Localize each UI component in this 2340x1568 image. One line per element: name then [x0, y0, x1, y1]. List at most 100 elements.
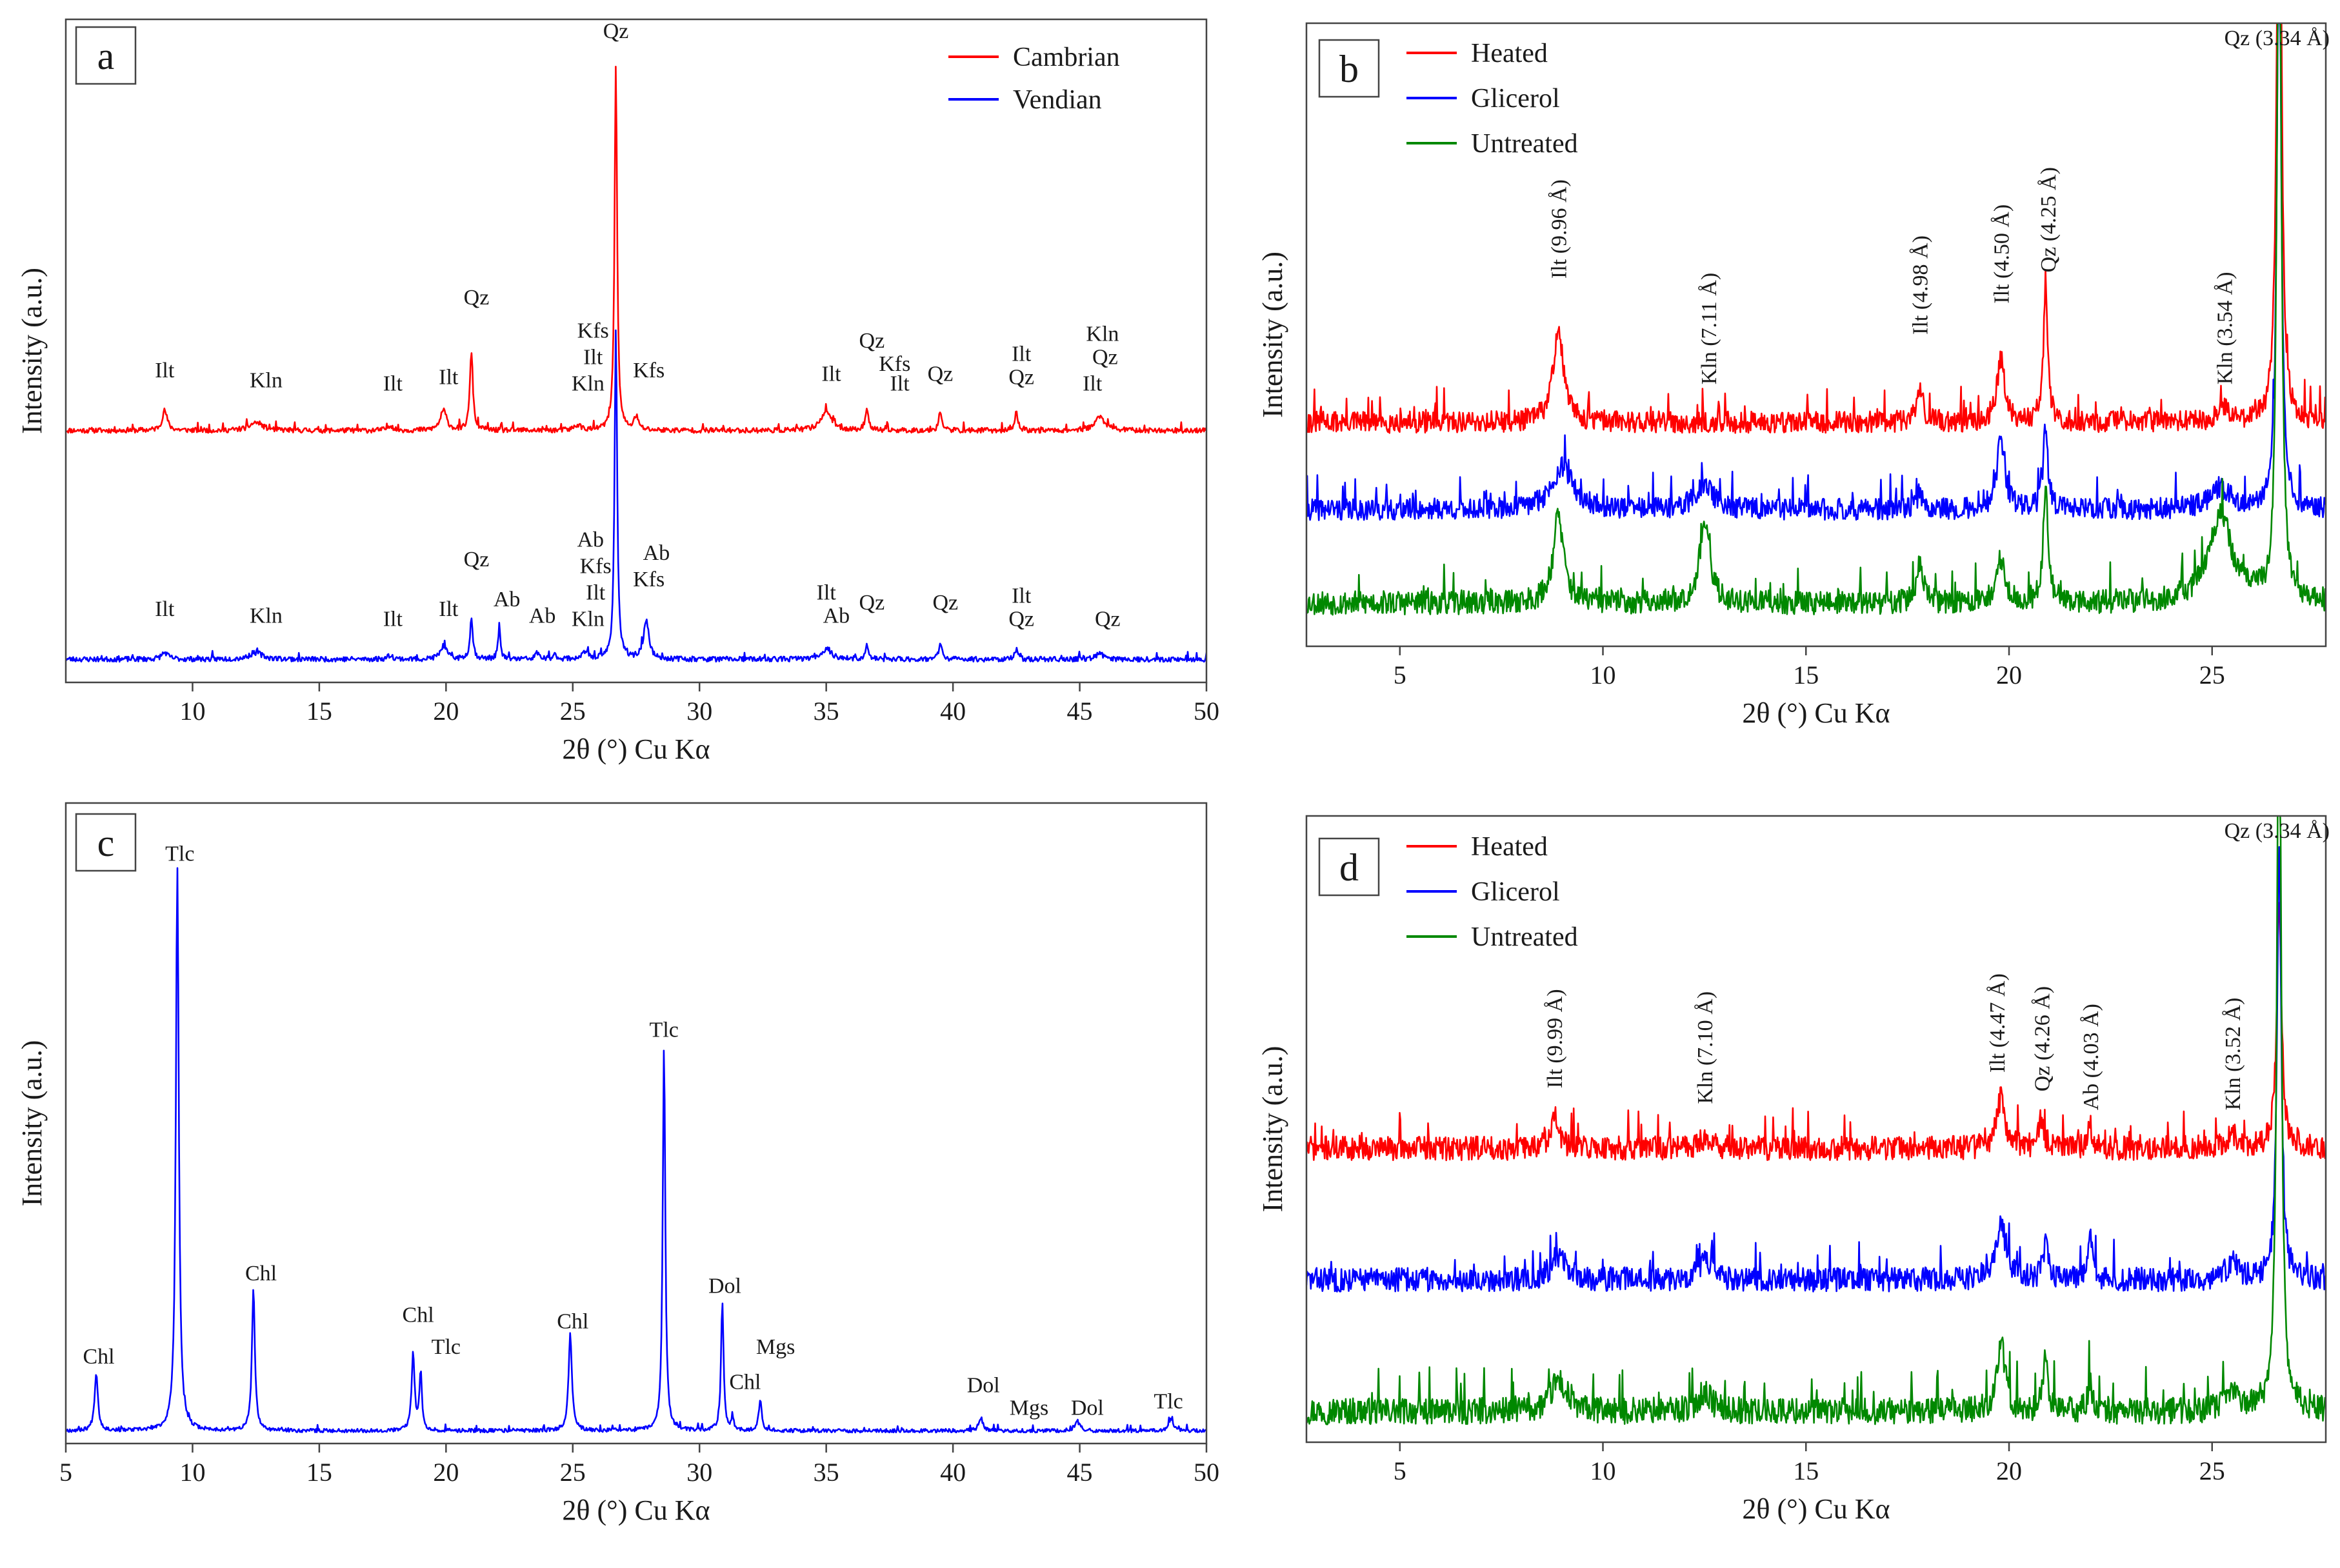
peak-label: Ilt (4.47 Å)	[1986, 973, 2010, 1073]
peak-annotation: Ilt	[890, 372, 910, 396]
peak-annotation: Qz	[464, 286, 490, 310]
peak-annotation: Dol	[1071, 1396, 1104, 1420]
peak-annotation: Qz	[1008, 608, 1034, 631]
x-tick-label-c: 45	[1067, 1458, 1093, 1487]
legend-label-untreated: Untreated	[1471, 922, 1578, 952]
peak-annotation: Tlc	[1154, 1389, 1183, 1413]
series-line-a-vendian	[66, 329, 1206, 663]
peak-annotation: Ilt	[383, 608, 403, 631]
legend-label-vendian: Vendian	[1013, 85, 1102, 115]
x-tick-label-a: 20	[433, 697, 459, 726]
x-tick-label-c: 40	[940, 1458, 966, 1487]
x-axis-label-c: 2θ (°) Cu Kα	[562, 1494, 710, 1526]
peak-label-top: Qz (3.34 Å)	[2225, 819, 2330, 843]
plot-frame-c	[65, 802, 1208, 1445]
x-tick-label-a: 40	[940, 697, 966, 726]
panel-label-d: d	[1339, 846, 1359, 889]
panel-label-b: b	[1339, 48, 1359, 90]
x-tick-label-b: 15	[1793, 660, 1819, 690]
peak-annotation: Kfs	[577, 319, 609, 342]
y-axis-label-a: Intensity (a.u.)	[16, 268, 48, 434]
x-tick-label-b: 5	[1394, 660, 1406, 690]
x-tick-label-d: 20	[1996, 1456, 2022, 1485]
x-tick-label-c: 10	[179, 1458, 205, 1487]
peak-label: Ab (4.03 Å)	[2079, 1004, 2103, 1110]
x-tick-label-c: 20	[433, 1458, 459, 1487]
series-line-b-glicerol	[1306, 23, 2326, 521]
x-tick-label-c: 5	[59, 1458, 72, 1487]
panel-label-c: c	[97, 822, 115, 864]
peak-annotation: Qz	[932, 591, 958, 615]
peak-annotation: Qz	[928, 362, 954, 386]
peak-label: Qz (4.25 Å)	[2037, 167, 2061, 272]
peak-label: Ilt (9.99 Å)	[1543, 989, 1567, 1088]
panel-label-box-a	[75, 26, 137, 85]
x-tick-label-c: 50	[1194, 1458, 1219, 1487]
peak-annotation: Ab	[577, 528, 604, 551]
series-line-d-untreated	[1306, 816, 2326, 1425]
panel-d: 5 10 15 20 25 2θ (°) Cu Kα Intensity (a.u.) d He…	[1257, 815, 2330, 1525]
peak-annotation: Ab	[494, 588, 521, 611]
y-axis-label-d: Intensity (a.u.)	[1257, 1046, 1288, 1213]
x-tick-label-d: 5	[1394, 1456, 1406, 1485]
x-tick-label-a: 45	[1067, 697, 1093, 726]
peak-annotation: Ilt	[586, 581, 606, 605]
series-group-c	[66, 867, 1206, 1434]
x-tick-label-a: 50	[1194, 697, 1219, 726]
peak-annotation: Qz	[1008, 365, 1034, 389]
series-line-c-0	[66, 867, 1206, 1434]
panel-label-a: a	[97, 35, 115, 77]
peak-annotation: Ilt	[1083, 372, 1103, 396]
peak-annotation: Ilt	[439, 597, 459, 621]
y-axis-label-b: Intensity (a.u.)	[1257, 252, 1288, 418]
peak-annotation: Ab	[643, 541, 670, 565]
peak-annotation: Kfs	[580, 554, 612, 578]
peak-annotation: Chl	[557, 1309, 588, 1333]
peak-annotation: Ab	[529, 604, 556, 628]
legend-label-heated: Heated	[1471, 39, 1548, 68]
peak-label: Qz (4.26 Å)	[2030, 986, 2054, 1091]
peak-annotation: Ilt	[583, 346, 603, 370]
peak-annotation: Tlc	[650, 1018, 679, 1042]
x-tick-label-c: 15	[306, 1458, 332, 1487]
panel-c: 5 10 15 20 25 30 35 40 45 50 2θ (°) Cu Kα Intensity…	[16, 802, 1219, 1526]
peak-annotation: Chl	[729, 1371, 761, 1394]
peak-annotation: Tlc	[165, 842, 194, 866]
peak-annotation: Kfs	[633, 359, 665, 382]
peak-label: Ilt (9.96 Å)	[1547, 179, 1571, 279]
peak-annotation: Qz	[859, 591, 885, 615]
peak-annotation: Dol	[708, 1275, 741, 1298]
plot-frame-b	[1305, 22, 2327, 648]
peak-label: Kln (7.10 Å)	[1694, 991, 1717, 1104]
peak-annotation: Qz	[1092, 346, 1118, 370]
peak-annotation: Kfs	[633, 568, 665, 591]
x-tick-label-a: 25	[560, 697, 586, 726]
peak-annotation: Mgs	[1010, 1396, 1048, 1420]
plot-frame-d	[1305, 815, 2327, 1444]
peak-annotation: Kln	[250, 369, 283, 393]
peak-annotation: Qz	[464, 548, 490, 571]
peak-annotation: Kln	[250, 604, 283, 628]
peak-label: Ilt (4.50 Å)	[1990, 204, 2014, 304]
panel-label-box-c	[75, 813, 137, 872]
x-tick-label-d: 15	[1793, 1456, 1819, 1485]
x-tick-label-a: 30	[686, 697, 712, 726]
peak-annotation: Ilt	[821, 362, 841, 386]
series-group-b	[1306, 23, 2326, 616]
legend-label-glicerol: Glicerol	[1471, 877, 1560, 907]
peak-annotation: Qz	[603, 19, 629, 43]
peak-label-top: Qz (3.34 Å)	[2225, 26, 2330, 50]
x-tick-label-d: 10	[1590, 1456, 1616, 1485]
x-tick-label-b: 10	[1590, 660, 1616, 690]
peak-annotation: Ilt	[155, 597, 175, 621]
peak-annotation: Kln	[572, 372, 605, 396]
peak-annotation: Tlc	[432, 1335, 461, 1359]
panel-b: 5 10 15 20 25 2θ (°) Cu Kα Intensity (a.u.) b He…	[1257, 22, 2330, 729]
x-tick-label-d: 25	[2199, 1456, 2225, 1485]
panel-a: 10 15 20 25 30 35 40 45 50 2θ (°) Cu Kα Intensity …	[16, 18, 1219, 765]
x-tick-label-b: 20	[1996, 660, 2022, 690]
y-axis-label-c: Intensity (a.u.)	[16, 1040, 48, 1207]
x-tick-label-a: 10	[179, 697, 205, 726]
x-tick-label-b: 25	[2199, 660, 2225, 690]
peak-annotation: Dol	[967, 1374, 1000, 1398]
